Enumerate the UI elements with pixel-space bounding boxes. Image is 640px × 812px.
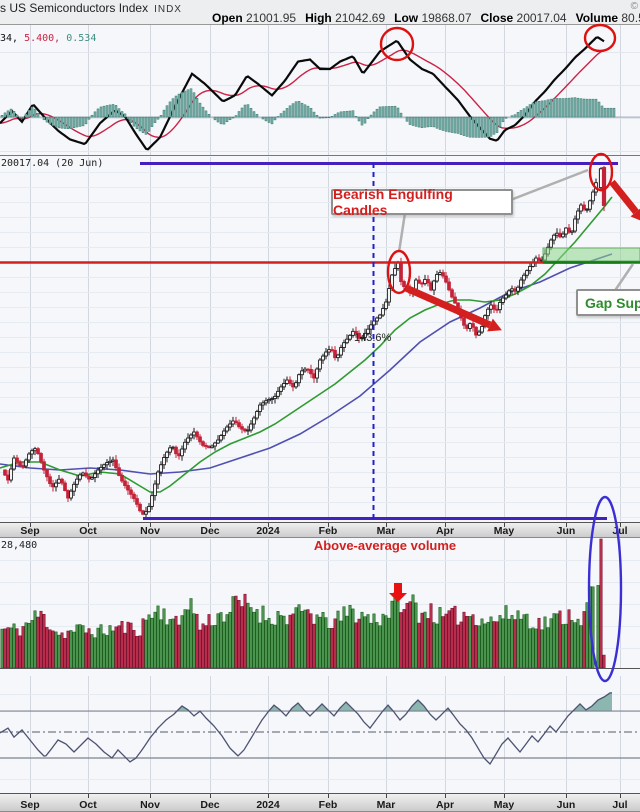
volume-panel (0, 538, 640, 669)
above-average-volume-label: Above-average volume (313, 538, 457, 553)
quote-label: Close (480, 11, 514, 25)
last-price-label: 20017.04 (20 Jun) (1, 158, 104, 169)
macd-values-label: 34, 5.400, 0.534 (0, 33, 96, 44)
panel-separators (0, 24, 640, 156)
axis-month-label: Dec (200, 799, 219, 811)
axis-month-label: Dec (200, 525, 219, 537)
axis-month-label: Mar (377, 799, 396, 811)
axis-month-label: Jul (612, 525, 627, 537)
axis-month-label: May (494, 525, 515, 537)
annotation-ellipse-macd-peak-2 (583, 23, 617, 53)
axis-strip-main: Sep Oct Nov Dec 2024 Feb Mar Apr May Jun Jul (0, 522, 640, 538)
quote-label: Low (394, 11, 419, 25)
macd-value-part: 0.534 (60, 33, 97, 44)
quote-label: Volume (575, 11, 619, 25)
quote-value: 20017.04 (513, 11, 567, 25)
axis-month-label: Mar (377, 525, 396, 537)
oscillator-panel (0, 692, 640, 766)
axis-month-label: Oct (79, 799, 97, 811)
quote-value: 21042.69 (331, 11, 386, 25)
axis-month-label: Sep (20, 799, 39, 811)
annotation-ellipse-macd-peak-1 (379, 26, 415, 62)
quote-value: 21001.95 (242, 11, 297, 25)
axis-month-label: Nov (140, 799, 160, 811)
volume-scale-label: 28,480 (1, 540, 38, 551)
quote-label: High (305, 11, 332, 25)
axis-month-label: Jun (557, 799, 576, 811)
axis-month-label: Apr (436, 799, 454, 811)
macd-histogram (0, 88, 616, 138)
gridlines (0, 25, 640, 792)
annotation-ellipse-volume-spike (587, 495, 623, 683)
copyright-icon: © (630, 1, 638, 12)
gap-support-callout: Gap Support (576, 289, 640, 316)
annotation-ellipse-march-engulfing (386, 249, 412, 295)
axis-month-label: Jul (612, 799, 627, 811)
axis-month-label: 2024 (256, 525, 280, 537)
quote-label: Open (212, 11, 243, 25)
ohlc-quote-row: Open 21001.95 High 21042.69 Low 19868.07 Cl… (203, 11, 640, 25)
bearish-engulfing-callout: Bearish Engulfing Candles (331, 186, 513, 218)
axis-month-label: Feb (319, 799, 338, 811)
quote-value: 19868.07 (418, 11, 472, 25)
axis-strip-bottom: Sep Oct Nov Dec 2024 Feb Mar Apr May Jun Jul (0, 793, 640, 812)
axis-month-label: May (494, 799, 515, 811)
axis-month-label: 2024 (256, 799, 280, 811)
exchange-tag: INDX (154, 4, 182, 15)
price-panel (0, 196, 613, 493)
axis-month-label: Jun (557, 525, 576, 537)
axis-month-label: Oct (79, 525, 97, 537)
macd-value-part: 5.400, (18, 33, 61, 44)
macd-value-part: 34, (0, 33, 19, 44)
axis-month-label: Apr (436, 525, 454, 537)
annotations (0, 23, 640, 683)
axis-month-label: Nov (140, 525, 160, 537)
chart-title: s US Semiconductors Index INDX (0, 1, 182, 15)
axis-month-label: Sep (20, 525, 39, 537)
fib-extension-label: 143.6% (354, 332, 392, 344)
annotation-ellipse-june-engulfing (588, 152, 614, 192)
quote-value: 80.5B (621, 11, 640, 25)
symbol-name: s US Semiconductors Index (0, 1, 149, 15)
axis-month-label: Feb (319, 525, 338, 537)
